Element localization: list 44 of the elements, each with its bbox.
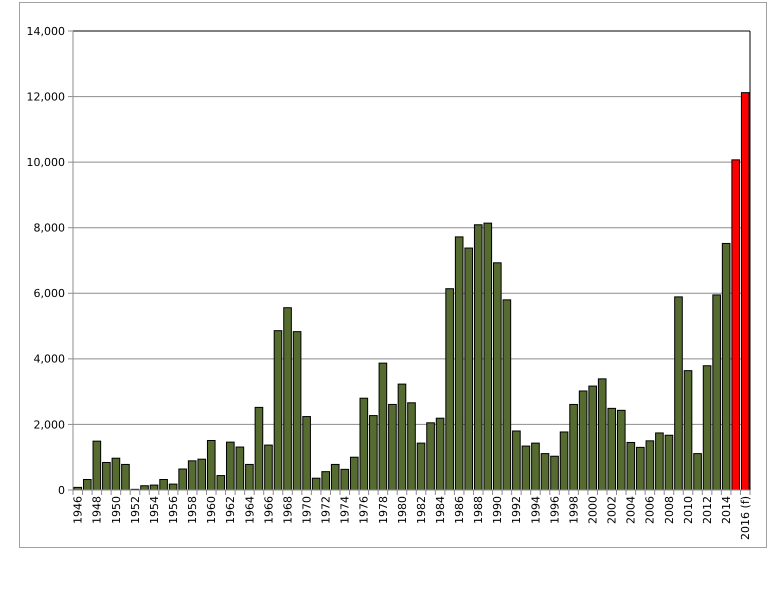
y-tick-label: 10,000: [26, 156, 65, 169]
x-tick-label: 1970: [300, 496, 314, 524]
x-tick-label: 1952: [128, 496, 142, 524]
x-tick-label: 1980: [396, 496, 409, 524]
x-tick-label: 1960: [205, 496, 218, 524]
x-tick-label: 1954: [148, 496, 161, 524]
y-tick-label: 6,000: [34, 287, 65, 300]
x-tick-label: 1990: [491, 496, 504, 524]
x-tick-label: 1948: [90, 496, 104, 524]
x-tick-label: 2000: [586, 496, 600, 524]
x-tick-label: 2004: [624, 496, 638, 524]
x-tick-label: 1964: [243, 496, 256, 524]
x-tick-label: 1968: [281, 496, 294, 524]
y-tick-label: 12,000: [26, 90, 65, 104]
x-tick-label: 1974: [338, 496, 352, 524]
x-tick-label: 2006: [644, 496, 657, 524]
x-tick-label: 1966: [262, 496, 276, 524]
x-tick-label: 1958: [186, 496, 200, 524]
x-tick-label: 2016 (f): [739, 496, 752, 540]
x-tick-label: 2002: [606, 496, 619, 524]
x-tick-label: 1992: [510, 496, 524, 524]
y-tick-label: 8,000: [34, 222, 65, 235]
x-tick-label: 2014: [720, 496, 734, 524]
x-tick-label: 1988: [472, 496, 486, 524]
x-tick-label: 1978: [376, 496, 390, 524]
x-tick-label: 1996: [548, 496, 562, 524]
x-tick-label: 1946: [72, 496, 85, 524]
x-tick-label: 1976: [358, 496, 371, 524]
x-tick-label: 1972: [320, 496, 333, 524]
x-tick-label: 1956: [166, 496, 180, 524]
x-tick-label: 1998: [567, 496, 580, 524]
y-tick-label: 4,000: [34, 352, 65, 366]
x-tick-label: 1962: [224, 496, 238, 524]
x-tick-label: 1982: [414, 496, 428, 524]
y-tick-label: 0: [58, 484, 65, 497]
y-tick-label: 2,000: [34, 418, 65, 432]
x-tick-label: 2008: [662, 496, 676, 524]
x-tick-label: 1986: [453, 496, 466, 524]
x-tick-label: 1950: [110, 496, 123, 524]
x-tick-label: 2012: [700, 496, 714, 524]
x-tick-label: 1994: [529, 496, 542, 524]
x-tick-label: 1984: [434, 496, 447, 524]
x-tick-label: 2010: [682, 496, 695, 524]
y-tick-label: 14,000: [26, 24, 65, 38]
